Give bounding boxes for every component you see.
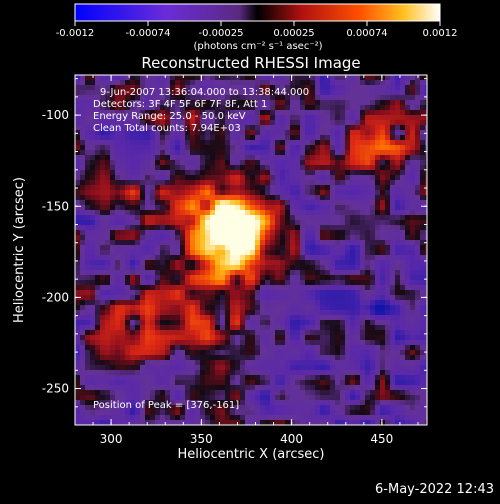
y-tick-label: -250 — [42, 382, 69, 396]
info-detectors: Detectors: 3F 4F 5F 6F 7F 8F, Att 1 — [93, 99, 267, 110]
colorbar-unit-label: (photons cm⁻² s⁻¹ asec⁻²) — [193, 41, 322, 52]
colorbar-tick-label: -0.0012 — [56, 28, 95, 39]
y-tick-label: -150 — [42, 199, 69, 213]
y-tick-label: -100 — [42, 108, 69, 122]
colorbar — [75, 4, 440, 21]
x-tick-label: 450 — [370, 432, 393, 446]
colorbar-tick-labels: -0.0012 -0.00074 -0.00025 0.00025 0.00074 0.0… — [56, 28, 458, 39]
peak-position-label: Position of Peak = [376,-161] — [93, 400, 239, 411]
x-tick-label: 300 — [100, 432, 123, 446]
x-tick-label: 400 — [280, 432, 303, 446]
colorbar-tick-label: -0.00074 — [126, 28, 171, 39]
info-energy-range: Energy Range: 25.0 - 50.0 keV — [93, 111, 246, 122]
colorbar-ticks — [75, 21, 440, 26]
x-axis-label: Heliocentric X (arcsec) — [178, 447, 325, 462]
y-axis-label: Heliocentric Y (arcsec) — [12, 177, 27, 323]
colorbar-tick-label: 0.00074 — [346, 28, 387, 39]
colorbar-tick-label: 0.00025 — [273, 28, 314, 39]
colorbar-tick-label: 0.0012 — [423, 28, 458, 39]
timestamp: 6-May-2022 12:43 — [375, 482, 494, 497]
info-time-range: 9-Jun-2007 13:36:04.000 to 13:38:44.000 — [100, 87, 309, 98]
info-clean-counts: Clean Total counts: 7.94E+03 — [93, 123, 241, 134]
x-tick-label: 350 — [190, 432, 213, 446]
plot-title: Reconstructed RHESSI Image — [141, 54, 360, 72]
y-tick-label: -200 — [42, 290, 69, 304]
colorbar-tick-label: -0.00025 — [199, 28, 244, 39]
